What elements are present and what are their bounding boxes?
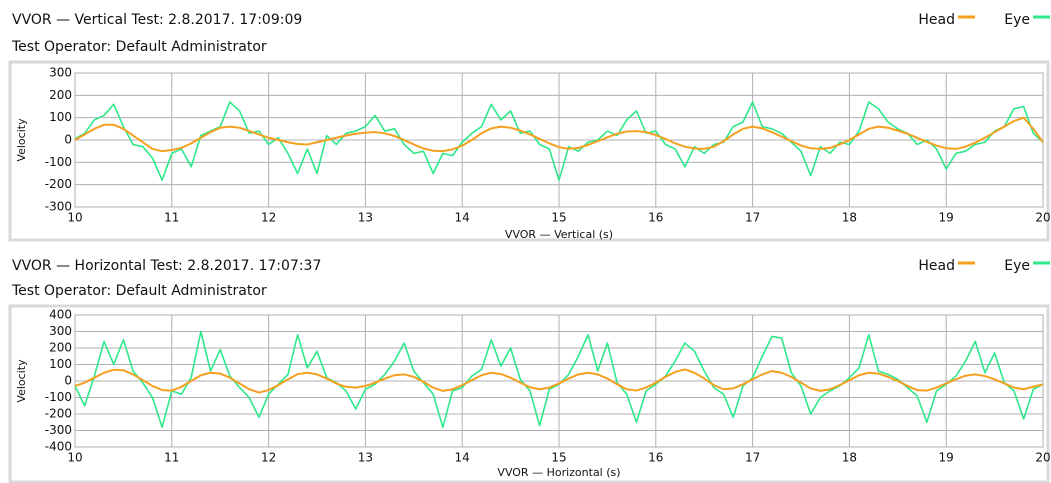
y-axis-label: Velocity bbox=[15, 118, 28, 162]
y-tick-label: 100 bbox=[49, 357, 72, 371]
y-tick-label: -100 bbox=[45, 390, 72, 404]
x-tick-label: 18 bbox=[842, 451, 857, 465]
y-tick-label: -100 bbox=[45, 155, 72, 169]
y-tick-label: 200 bbox=[49, 88, 72, 102]
x-tick-label: 10 bbox=[67, 451, 82, 465]
y-tick-label: 400 bbox=[49, 308, 72, 322]
x-tick-label: 11 bbox=[164, 211, 179, 225]
legend-label: Eye bbox=[1004, 12, 1030, 28]
x-tick-label: 11 bbox=[164, 451, 179, 465]
x-tick-label: 13 bbox=[358, 451, 373, 465]
x-axis-label: VVOR — Horizontal (s) bbox=[497, 466, 620, 479]
y-tick-label: 0 bbox=[64, 133, 72, 147]
chart-subtitle: Test Operator: Default Administrator bbox=[11, 283, 267, 299]
y-tick-label: -300 bbox=[45, 200, 72, 214]
data-line bbox=[74, 368, 1044, 394]
legend-label: Head bbox=[918, 258, 955, 274]
chart-title: VVOR — Horizontal Test: 2.8.2017. 17:07:… bbox=[12, 258, 321, 274]
data-line bbox=[74, 116, 1044, 153]
y-tick-label: -200 bbox=[45, 177, 72, 191]
x-tick-label: 17 bbox=[745, 451, 760, 465]
x-tick-label: 15 bbox=[551, 451, 566, 465]
x-tick-label: 20 bbox=[1035, 451, 1050, 465]
y-tick-label: 300 bbox=[49, 324, 72, 338]
y-tick-label: 300 bbox=[49, 66, 72, 80]
x-axis-label: VVOR — Vertical (s) bbox=[505, 228, 613, 241]
x-tick-label: 19 bbox=[939, 211, 954, 225]
y-tick-label: 0 bbox=[64, 374, 72, 388]
x-tick-label: 16 bbox=[648, 211, 663, 225]
x-tick-label: 15 bbox=[551, 211, 566, 225]
legend-label: Eye bbox=[1004, 258, 1030, 274]
x-tick-label: 12 bbox=[261, 211, 276, 225]
x-tick-label: 17 bbox=[745, 211, 760, 225]
x-tick-label: 13 bbox=[358, 211, 373, 225]
y-tick-label: 200 bbox=[49, 341, 72, 355]
x-tick-label: 14 bbox=[455, 451, 470, 465]
x-tick-label: 20 bbox=[1035, 211, 1050, 225]
y-tick-label: 100 bbox=[49, 110, 72, 124]
x-tick-label: 14 bbox=[455, 211, 470, 225]
legend-label: Head bbox=[918, 12, 955, 28]
x-tick-label: 10 bbox=[67, 211, 82, 225]
x-tick-label: 18 bbox=[842, 211, 857, 225]
chart-subtitle: Test Operator: Default Administrator bbox=[11, 39, 267, 55]
x-tick-label: 19 bbox=[939, 451, 954, 465]
y-tick-label: -300 bbox=[45, 423, 72, 437]
y-axis-label: Velocity bbox=[15, 359, 28, 403]
x-tick-label: 16 bbox=[648, 451, 663, 465]
chart-title: VVOR — Vertical Test: 2.8.2017. 17:09:09 bbox=[12, 12, 302, 28]
y-tick-label: -200 bbox=[45, 407, 72, 421]
x-tick-label: 12 bbox=[261, 451, 276, 465]
y-tick-label: -400 bbox=[45, 440, 72, 454]
data-line bbox=[74, 101, 1044, 181]
